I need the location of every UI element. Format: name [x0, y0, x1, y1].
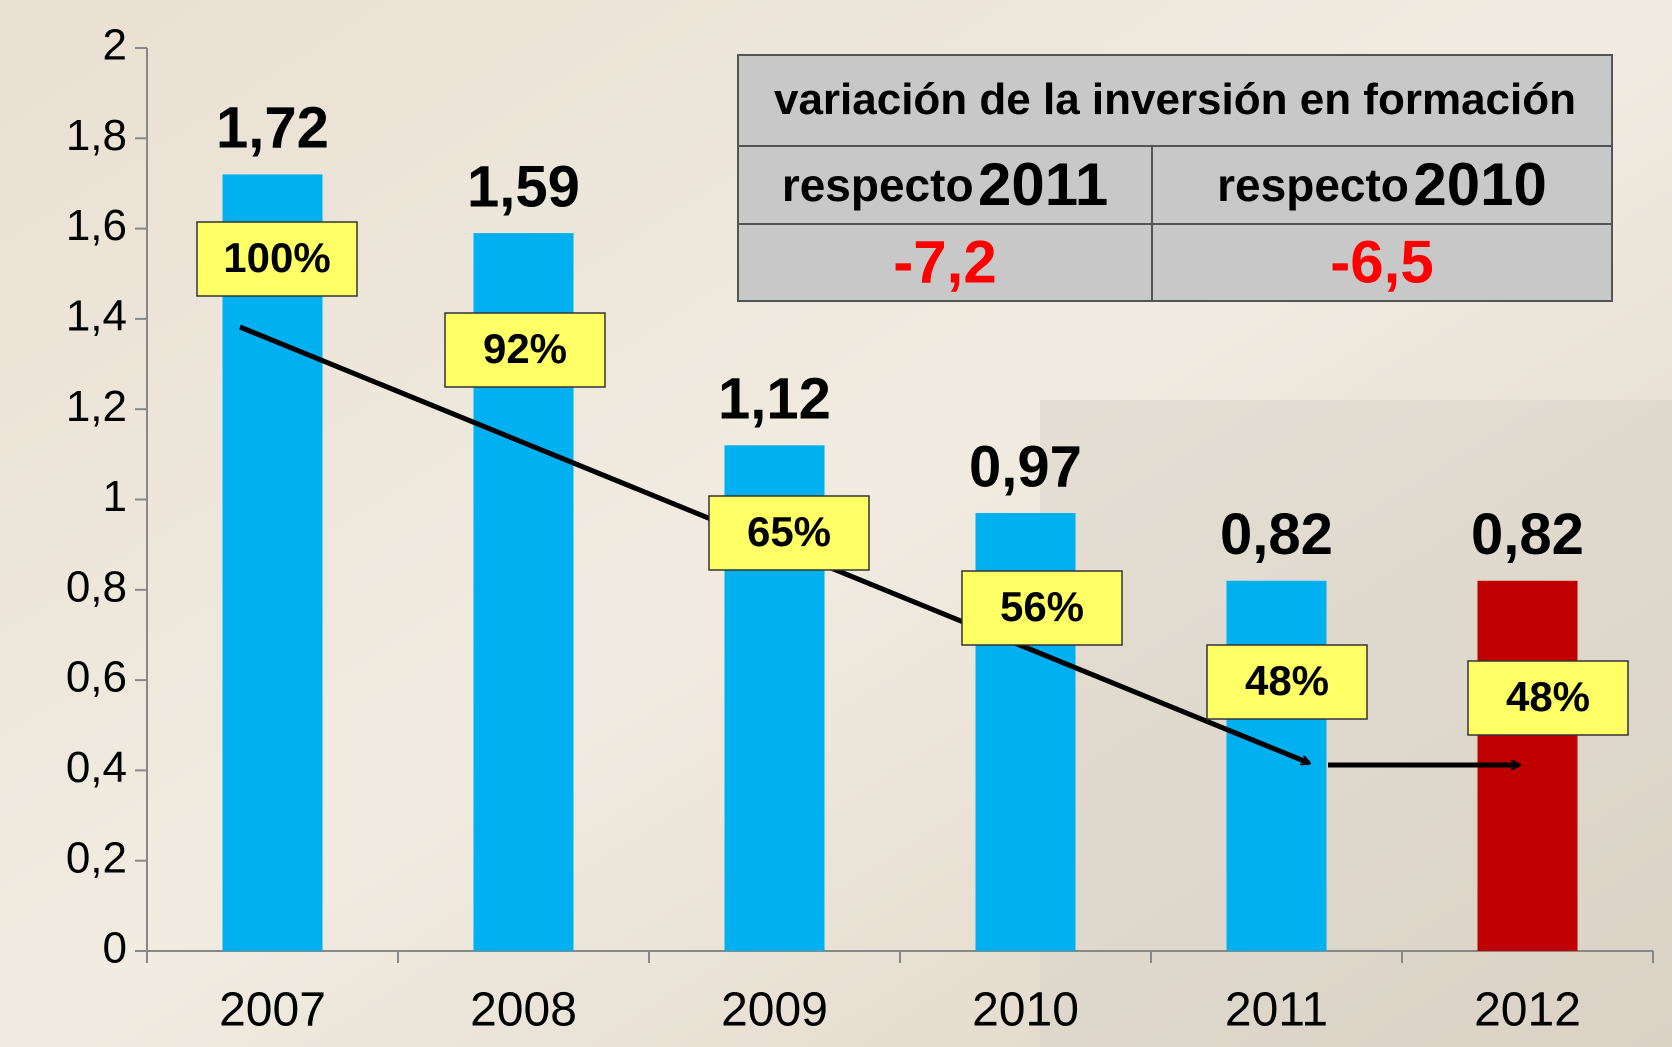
value-label: 0,97 [969, 434, 1082, 499]
percent-label: 100% [223, 234, 330, 281]
value-label: 1,12 [718, 367, 831, 432]
percent-label: 65% [747, 508, 831, 555]
percent-box [444, 312, 606, 388]
x-tick-label: 2009 [721, 984, 828, 1037]
table-value: -6,5 [1330, 228, 1433, 295]
table-header: respecto 2011 [782, 151, 1108, 218]
x-tick-label: 2008 [470, 984, 577, 1037]
header-year: 2010 [1413, 151, 1546, 218]
percent-box [961, 570, 1123, 646]
percent-label: 56% [1000, 583, 1084, 630]
y-tick-label: 0,8 [66, 562, 127, 611]
y-tick-label: 2 [103, 21, 127, 70]
y-tick-label: 0,6 [66, 653, 127, 702]
table-value: -7,2 [893, 228, 996, 295]
value-label: 0,82 [1471, 502, 1584, 567]
bar [1226, 580, 1327, 951]
value-label: 1,59 [467, 154, 580, 219]
x-tick-label: 2011 [1225, 984, 1328, 1037]
percent-box [1206, 644, 1368, 720]
y-tick-label: 0 [103, 924, 127, 973]
x-tick-label: 2007 [219, 984, 326, 1037]
y-tick-label: 1 [103, 472, 127, 521]
table-header: respecto 2010 [1217, 151, 1547, 218]
header-prefix: respecto [1217, 159, 1409, 211]
header-prefix: respecto [782, 159, 974, 211]
y-tick-label: 1,4 [66, 292, 127, 341]
percent-box [708, 495, 870, 571]
bar [222, 174, 323, 952]
percent-label: 48% [1506, 673, 1590, 720]
y-tick-label: 1,6 [66, 201, 127, 250]
header-year: 2011 [978, 151, 1108, 218]
value-label: 0,82 [1220, 502, 1333, 567]
table-title: variación de la inversión en formación [774, 75, 1576, 124]
x-tick-label: 2010 [972, 984, 1079, 1037]
x-tick-label: 2012 [1474, 984, 1581, 1037]
y-tick-label: 0,2 [66, 833, 127, 882]
percent-label: 48% [1245, 657, 1329, 704]
percent-box [196, 221, 358, 297]
table-bg [737, 54, 1613, 302]
percent-label: 92% [483, 325, 567, 372]
y-tick-label: 1,8 [66, 111, 127, 160]
value-label: 1,72 [216, 96, 329, 161]
y-tick-label: 1,2 [66, 382, 127, 431]
percent-box [1467, 660, 1629, 736]
y-tick-label: 0,4 [66, 743, 127, 792]
